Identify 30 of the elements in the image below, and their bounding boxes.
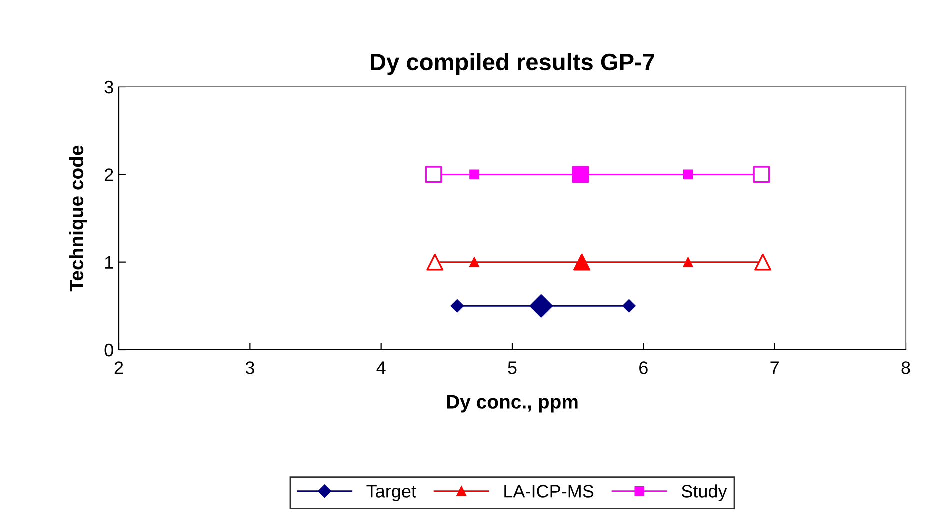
legend-label: Target (366, 485, 416, 502)
point (622, 300, 636, 313)
point (683, 257, 694, 268)
x-tick-label: 3 (246, 362, 254, 374)
legend-label: LA-ICP-MS (504, 485, 594, 498)
point (754, 254, 772, 271)
x-tick-label: 6 (640, 362, 648, 374)
x-tick-label: 7 (770, 362, 779, 374)
y-tick-label: 0 (104, 344, 114, 357)
point (753, 166, 770, 184)
x-tick-label: 8 (902, 362, 910, 374)
point (572, 166, 590, 184)
point (426, 254, 444, 271)
point (574, 254, 590, 271)
point (425, 166, 442, 184)
point (450, 300, 464, 313)
x-tick-label: 2 (114, 362, 124, 374)
y-axis-title: Technique code (69, 146, 88, 292)
point (683, 170, 694, 180)
point (530, 294, 553, 318)
y-tick-label: 3 (104, 80, 114, 94)
point (470, 257, 480, 268)
x-axis-title: Dy conc., ppm (447, 395, 578, 413)
y-tick-label: 2 (105, 168, 114, 182)
x-tick-label: 5 (508, 362, 517, 374)
y-tick-label: 1 (105, 256, 114, 269)
point (470, 170, 480, 180)
legend-label: Study (682, 484, 728, 502)
x-tick-label: 4 (376, 362, 386, 374)
chart-title: Dy compiled results GP-7 (371, 53, 654, 76)
